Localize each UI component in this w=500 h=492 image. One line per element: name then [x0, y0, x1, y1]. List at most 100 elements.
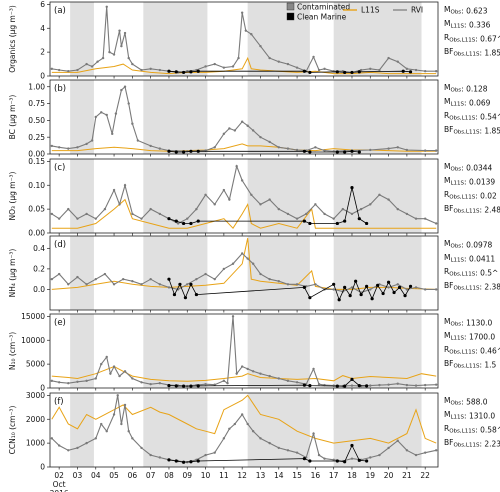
clean-marine-point: [354, 279, 358, 283]
x-tick-label: 15: [292, 471, 302, 480]
contaminated-point: [414, 68, 418, 72]
contaminated-point: [295, 283, 299, 286]
contaminated-point: [67, 70, 70, 73]
contaminated-point: [94, 437, 97, 440]
contaminated-point: [359, 207, 363, 211]
shaded-period: [247, 159, 310, 233]
shaded-period: [70, 236, 94, 310]
y-tick-label: 0.05: [28, 205, 45, 214]
contaminated-point: [127, 102, 130, 105]
contaminated-point: [332, 384, 335, 387]
contaminated-point: [396, 207, 399, 211]
clean-marine-point: [174, 219, 178, 223]
legend-label: Clean Marine: [297, 13, 347, 22]
contaminated-point: [149, 207, 152, 211]
contaminated-point: [259, 44, 262, 48]
contaminated-point: [116, 394, 119, 397]
x-tick-label: 04: [91, 471, 101, 480]
y-tick-label: 0: [40, 463, 45, 472]
contaminated-point: [103, 272, 107, 276]
y-tick-label: 0: [40, 72, 45, 81]
shaded-period: [70, 2, 94, 76]
contaminated-point: [50, 212, 54, 216]
clean-marine-point: [386, 280, 391, 284]
clean-marine-point: [167, 149, 171, 153]
stat-text: RObs,L11S: 0.5^: [444, 267, 498, 278]
contaminated-point: [85, 283, 88, 286]
clean-marine-point: [189, 384, 193, 388]
contaminated-point: [140, 217, 143, 220]
clean-marine-point: [182, 221, 186, 226]
contaminated-point: [434, 149, 438, 152]
y-axis-label: CCN₁₀ (cm⁻³): [8, 406, 17, 455]
stat-text: MObs: 1130.0: [444, 317, 493, 328]
contaminated-point: [350, 212, 354, 216]
contaminated-point: [100, 362, 103, 366]
contaminated-point: [67, 147, 70, 150]
y-axis-label: NO₃ (μg m⁻³): [8, 171, 17, 220]
panel-label: (e): [54, 318, 66, 328]
clean-marine-point: [357, 458, 361, 462]
y-tick-label: 1000: [26, 439, 45, 448]
contaminated-point: [387, 446, 390, 450]
contaminated-point: [122, 277, 125, 281]
contaminated-point: [127, 429, 130, 433]
contaminated-point: [140, 283, 143, 286]
l11s-series-line: [51, 198, 437, 230]
x-tick-label: 14: [274, 471, 284, 480]
clean-marine-point: [348, 294, 352, 298]
contaminated-point: [120, 422, 123, 426]
clean-marine-point: [343, 460, 347, 464]
clean-marine-point: [357, 217, 361, 221]
contaminated-point: [222, 188, 226, 192]
panel-label: (f): [54, 397, 64, 407]
contaminated-point: [414, 217, 418, 220]
clean-marine-point: [343, 219, 347, 223]
contaminated-point: [378, 193, 381, 197]
x-tick-label: 21: [402, 471, 412, 480]
legend-marker: [286, 2, 295, 11]
contaminated-point: [323, 149, 326, 152]
contaminated-point: [286, 147, 290, 150]
clean-marine-point: [335, 384, 339, 388]
contaminated-point: [277, 446, 280, 450]
panel-f: 0 1000 2000 3000 (f) CCN₁₀ (cm⁻³) MObs: 588.0 M…: [8, 391, 500, 472]
contaminated-point: [323, 67, 326, 71]
contaminated-point: [140, 68, 143, 72]
legend-marker: [286, 12, 295, 21]
contaminated-point: [123, 370, 127, 373]
contaminated-point: [250, 33, 253, 36]
contaminated-point: [67, 449, 70, 452]
clean-marine-point: [182, 70, 186, 75]
contaminated-point: [76, 380, 79, 383]
stat-text: ML11S: 0.069: [444, 97, 491, 108]
x-axis-month-label: Oct: [53, 480, 66, 489]
contaminated-point: [396, 60, 399, 63]
contaminated-point: [228, 198, 231, 201]
contaminated-point: [67, 382, 70, 385]
contaminated-point: [118, 374, 121, 378]
contaminated-point: [114, 112, 118, 115]
contaminated-point: [350, 457, 354, 460]
clean-marine-point: [350, 377, 354, 382]
clean-marine-point: [370, 297, 374, 301]
x-tick-label: 18: [347, 471, 357, 480]
clean-marine-point: [365, 384, 369, 388]
contaminated-point: [131, 280, 134, 283]
contaminated-point: [369, 67, 372, 71]
contaminated-point: [312, 432, 315, 435]
contaminated-point: [414, 384, 418, 387]
contaminated-point: [244, 29, 248, 32]
clean-marine-point: [408, 284, 413, 288]
contaminated-point: [312, 55, 315, 59]
clean-marine-point: [183, 296, 188, 300]
y-tick-label: 0.0: [33, 285, 45, 294]
contaminated-point: [259, 272, 262, 276]
y-tick-label: 0: [40, 384, 45, 393]
y-tick-label: 5000: [26, 360, 45, 369]
clean-marine-point: [357, 70, 361, 74]
contaminated-point: [233, 129, 237, 132]
contaminated-point: [369, 148, 372, 152]
clean-marine-point: [302, 69, 306, 73]
contaminated-point: [405, 212, 409, 216]
